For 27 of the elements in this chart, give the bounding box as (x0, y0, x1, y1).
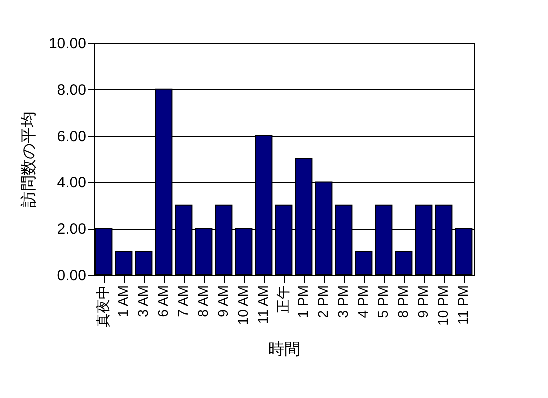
x-tick-label: 1 AM (115, 286, 131, 318)
y-tick-label: 8.00 (57, 82, 86, 99)
x-tick-label: 11 PM (455, 286, 471, 325)
x-tick-label: 5 PM (375, 286, 391, 318)
x-tick-label: 9 PM (415, 286, 431, 318)
x-tick-label: 11 AM (255, 286, 271, 324)
x-tick-label: 8 PM (395, 286, 411, 318)
y-tick-label: 0.00 (57, 268, 86, 284)
y-tick-label: 4.00 (57, 174, 86, 192)
x-tick-label: 8 AM (195, 286, 211, 318)
x-tick-label: 1 PM (295, 286, 311, 318)
x-tick-label: 正午 (275, 286, 291, 314)
x-tick-label: 6 AM (155, 286, 171, 318)
x-tick-label: 3 PM (335, 286, 351, 318)
x-tick-label: 9 AM (215, 286, 231, 318)
x-tick-label: 10 AM (235, 286, 251, 326)
x-tick-label: 2 PM (315, 286, 331, 318)
y-axis-title: 訪問数の平均 (20, 112, 38, 208)
x-tick-label: 10 PM (435, 286, 451, 326)
y-tick-label: 10.00 (48, 36, 86, 52)
y-tick-label: 6.00 (57, 128, 86, 146)
x-tick-label: 7 AM (175, 286, 191, 318)
x-tick-label: 4 PM (355, 286, 371, 318)
y-tick-label: 2.00 (57, 221, 86, 238)
x-tick-label: 真夜中 (95, 286, 111, 328)
x-tick-label: 3 AM (135, 286, 151, 318)
x-axis-title: 時間 (268, 340, 300, 358)
